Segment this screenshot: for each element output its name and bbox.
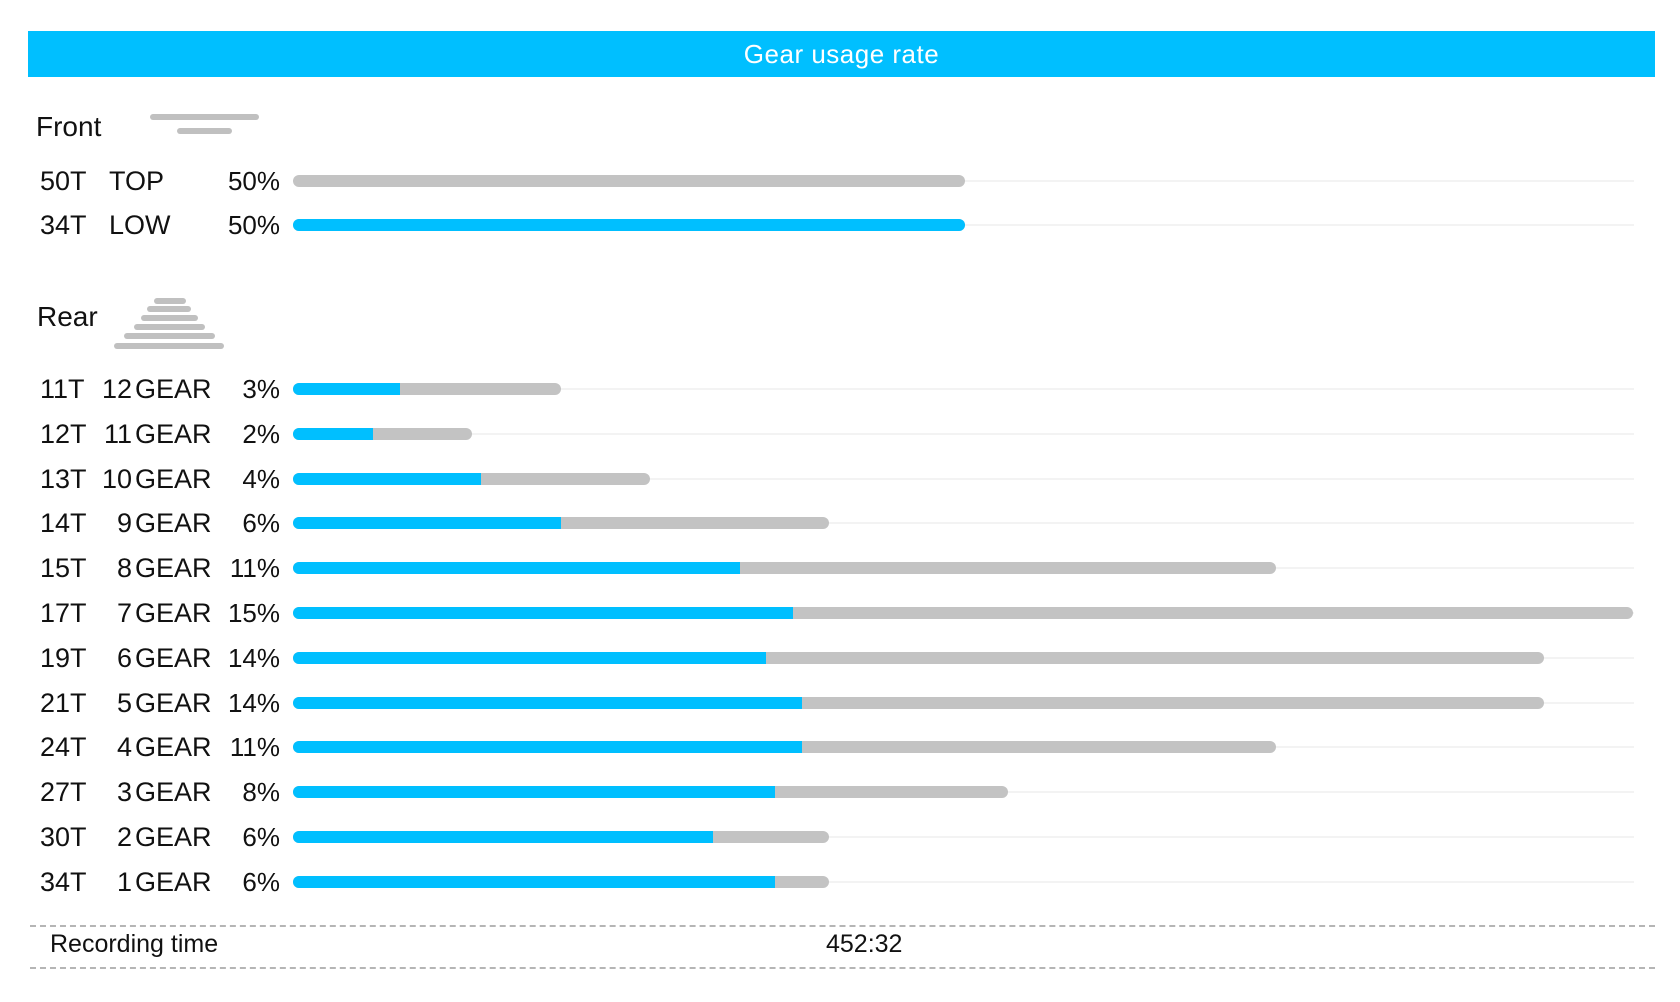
- table-row: 17T 7 GEAR 15%: [0, 593, 1680, 633]
- usage-bar-active: [293, 875, 775, 888]
- gear-word-label: GEAR: [135, 598, 212, 628]
- gear-word-label: GEAR: [135, 463, 212, 494]
- gear-number-label: 9: [116, 508, 132, 539]
- chart-title-bar: Gear usage rate: [28, 31, 1655, 77]
- rear-section-title: Rear: [37, 301, 98, 332]
- table-row: 19T 6 GEAR 14%: [0, 638, 1680, 678]
- gear-teeth-label: 14T: [40, 508, 87, 539]
- gear-number-label: 8: [116, 553, 132, 584]
- usage-percent-label: 50%: [227, 210, 280, 240]
- gear-number-label: 3: [116, 777, 132, 808]
- bar-track: [294, 432, 1634, 435]
- usage-percent-label: 11%: [229, 732, 280, 763]
- rear-cassette-icon: [114, 298, 224, 350]
- table-row: 12T 11 GEAR 2%: [0, 414, 1680, 454]
- bar-track: [294, 880, 1634, 883]
- table-row: 27T 3 GEAR 8%: [0, 772, 1680, 812]
- usage-percent-label: 8%: [242, 777, 280, 808]
- recording-time-value: 452:32: [826, 930, 903, 958]
- bar-track: [294, 836, 1634, 838]
- gear-number-label: 5: [116, 687, 132, 718]
- gear-number-label: 7: [116, 598, 132, 628]
- usage-percent-label: 11%: [229, 553, 280, 584]
- usage-bar-active: [293, 517, 561, 530]
- gear-number-label: 1: [116, 866, 132, 897]
- bar-track: [294, 522, 1634, 525]
- table-row: 30T 2 GEAR 6%: [0, 817, 1680, 857]
- usage-percent-label: 6%: [242, 508, 280, 539]
- gear-word-label: GEAR: [135, 687, 212, 718]
- usage-percent-label: 6%: [242, 866, 280, 897]
- bar-track: [294, 477, 1634, 480]
- usage-bar-active: [293, 651, 766, 664]
- gear-position-label: LOW: [109, 210, 171, 240]
- usage-bar-active: [293, 562, 740, 575]
- usage-bar-active: [293, 696, 802, 709]
- gear-teeth-label: 15T: [40, 553, 87, 584]
- gear-word-label: GEAR: [135, 553, 212, 584]
- gear-teeth-label: 21T: [40, 687, 87, 718]
- usage-bar-active: [293, 831, 713, 843]
- gear-teeth-label: 34T: [40, 866, 87, 897]
- gear-teeth-label: 34T: [40, 210, 87, 240]
- table-row: 14T 9 GEAR 6%: [0, 503, 1680, 543]
- usage-bar-active: [293, 219, 965, 231]
- table-row: 15T 8 GEAR 11%: [0, 548, 1680, 588]
- front-chainring-icon: [150, 112, 260, 138]
- usage-bar-total: [293, 175, 965, 187]
- table-row: 34T LOW 50%: [0, 205, 1680, 245]
- gear-teeth-label: 17T: [40, 598, 87, 628]
- gear-teeth-label: 50T: [40, 166, 87, 196]
- gear-word-label: GEAR: [135, 418, 212, 449]
- gear-teeth-label: 13T: [40, 463, 87, 494]
- table-row: 13T 10 GEAR 4%: [0, 459, 1680, 499]
- usage-percent-label: 15%: [227, 598, 280, 628]
- usage-bar-active: [293, 472, 481, 485]
- gear-number-label: 11: [103, 418, 132, 449]
- usage-percent-label: 4%: [242, 463, 280, 494]
- gear-teeth-label: 30T: [40, 822, 87, 852]
- gear-word-label: GEAR: [135, 777, 212, 808]
- usage-bar-active: [293, 741, 802, 754]
- footer-divider-top: [30, 925, 1655, 927]
- usage-percent-label: 14%: [227, 642, 280, 673]
- usage-percent-label: 14%: [227, 687, 280, 718]
- usage-bar-active: [293, 607, 793, 619]
- gear-number-label: 10: [101, 463, 132, 494]
- gear-word-label: GEAR: [135, 732, 212, 763]
- gear-word-label: GEAR: [135, 508, 212, 539]
- gear-word-label: GEAR: [135, 642, 212, 673]
- gear-word-label: GEAR: [135, 866, 212, 897]
- table-row: 34T 1 GEAR 6%: [0, 862, 1680, 902]
- table-row: 24T 4 GEAR 11%: [0, 727, 1680, 767]
- table-row: 21T 5 GEAR 14%: [0, 683, 1680, 723]
- usage-percent-label: 50%: [227, 166, 280, 196]
- gear-word-label: GEAR: [135, 822, 212, 852]
- chart-title: Gear usage rate: [743, 38, 940, 69]
- recording-time-label: Recording time: [50, 930, 219, 958]
- bar-track: [294, 388, 1634, 390]
- gear-teeth-label: 24T: [40, 732, 87, 763]
- gear-number-label: 4: [116, 732, 132, 763]
- table-row: 50T TOP 50%: [0, 161, 1680, 201]
- gear-position-label: TOP: [109, 166, 165, 196]
- gear-teeth-label: 19T: [40, 642, 87, 673]
- gear-number-label: 2: [116, 822, 132, 852]
- usage-bar-active: [293, 786, 775, 799]
- gear-teeth-label: 27T: [40, 777, 87, 808]
- usage-percent-label: 6%: [242, 822, 280, 852]
- gear-teeth-label: 11T: [40, 374, 85, 404]
- gear-word-label: GEAR: [135, 374, 212, 404]
- gear-teeth-label: 12T: [40, 418, 87, 449]
- gear-number-label: 6: [116, 642, 132, 673]
- usage-percent-label: 2%: [242, 418, 280, 449]
- front-section-title: Front: [36, 111, 102, 142]
- usage-percent-label: 3%: [242, 374, 280, 404]
- table-row: 11T 12 GEAR 3%: [0, 369, 1680, 409]
- footer-divider-bottom: [30, 967, 1655, 969]
- usage-bar-active: [293, 383, 400, 395]
- gear-number-label: 12: [101, 374, 132, 404]
- usage-bar-active: [293, 427, 373, 440]
